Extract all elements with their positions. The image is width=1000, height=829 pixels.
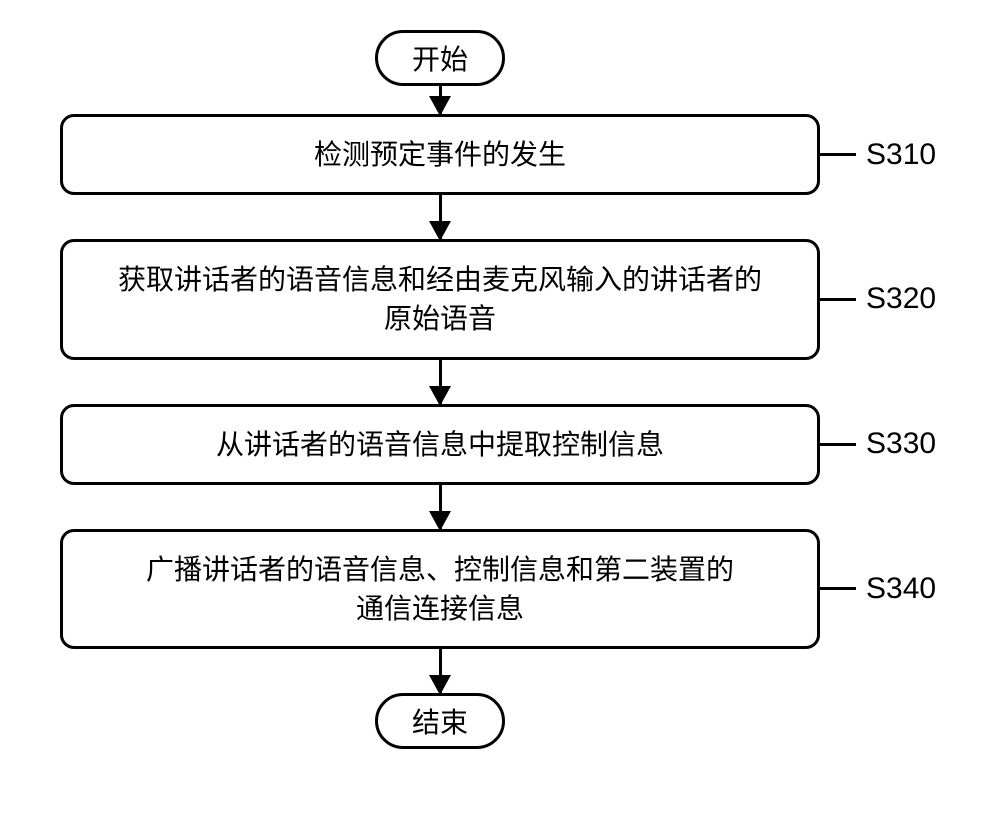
flowchart-canvas: 开始 检测预定事件的发生 S310 获取讲话者的语音信息和经由麦克风输入的讲话者… xyxy=(60,30,940,749)
arrow xyxy=(439,485,442,529)
connector-dash xyxy=(820,298,856,301)
step-row: 检测预定事件的发生 S310 xyxy=(60,114,940,195)
step-id-label: S310 xyxy=(866,138,936,172)
step-id-label: S320 xyxy=(866,282,936,316)
arrow xyxy=(439,360,442,404)
end-terminator: 结束 xyxy=(375,693,505,749)
process-box: 检测预定事件的发生 xyxy=(60,114,820,195)
arrow xyxy=(439,195,442,239)
start-label: 开始 xyxy=(412,38,468,78)
step-id-label: S340 xyxy=(866,572,936,606)
step-row: 广播讲话者的语音信息、控制信息和第二装置的通信连接信息 S340 xyxy=(60,529,940,649)
process-text: 检测预定事件的发生 xyxy=(314,135,566,174)
process-box: 获取讲话者的语音信息和经由麦克风输入的讲话者的原始语音 xyxy=(60,239,820,359)
arrow xyxy=(439,86,442,114)
process-text: 从讲话者的语音信息中提取控制信息 xyxy=(216,425,664,464)
step-row: 获取讲话者的语音信息和经由麦克风输入的讲话者的原始语音 S320 xyxy=(60,239,940,359)
process-box: 从讲话者的语音信息中提取控制信息 xyxy=(60,404,820,485)
end-label: 结束 xyxy=(412,701,468,741)
process-text: 广播讲话者的语音信息、控制信息和第二装置的通信连接信息 xyxy=(146,550,734,628)
process-text: 获取讲话者的语音信息和经由麦克风输入的讲话者的原始语音 xyxy=(118,260,762,338)
start-terminator: 开始 xyxy=(375,30,505,86)
step-id-label: S330 xyxy=(866,427,936,461)
connector-dash xyxy=(820,443,856,446)
connector-dash xyxy=(820,153,856,156)
arrow xyxy=(439,649,442,693)
step-row: 从讲话者的语音信息中提取控制信息 S330 xyxy=(60,404,940,485)
process-box: 广播讲话者的语音信息、控制信息和第二装置的通信连接信息 xyxy=(60,529,820,649)
connector-dash xyxy=(820,587,856,590)
